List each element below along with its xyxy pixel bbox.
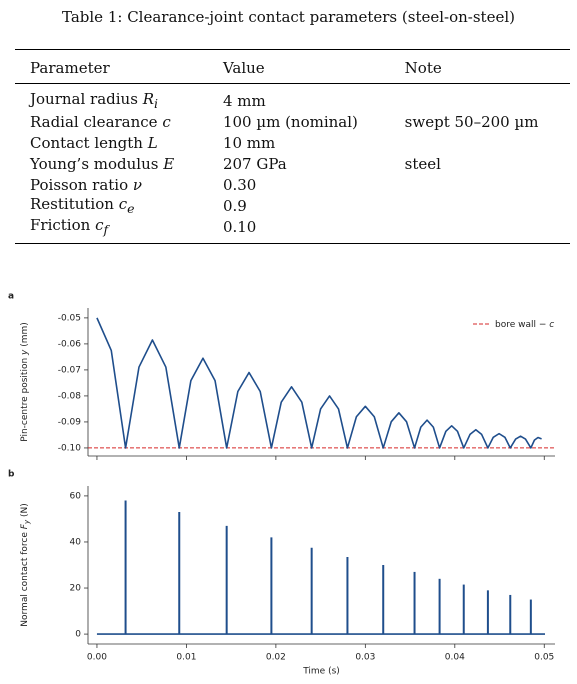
- y-tick-label: -0.07: [58, 365, 81, 375]
- y-tick-label: 20: [70, 584, 82, 594]
- parameter-cell: Radial clearance c: [15, 111, 208, 132]
- math-symbol: L: [147, 133, 158, 152]
- table-row: Young’s modulus E 207 GPa steel: [15, 153, 570, 174]
- y-tick-label: 40: [70, 537, 82, 547]
- line: [96, 317, 542, 449]
- x-tick-label: 0.02: [266, 653, 286, 663]
- x-tick-label: 0.01: [176, 653, 196, 663]
- parameter-cell: Journal radius Ri: [15, 84, 208, 111]
- math-symbol: c: [118, 195, 128, 213]
- column-header: Note: [389, 49, 570, 84]
- table-row: Radial clearance c 100 µm (nominal) swept …: [15, 111, 570, 132]
- table-caption: Table 1: Clearance-joint contact paramet…: [62, 8, 515, 26]
- table-row: Friction cf 0.10: [15, 216, 570, 244]
- value-cell: 4 mm: [222, 91, 266, 110]
- parameter-cell: Restitution ce: [15, 195, 208, 216]
- label-text: Radial clearance: [30, 112, 158, 131]
- value-cell: 0.9: [222, 196, 247, 215]
- note-cell: swept 50–200 µm: [404, 112, 539, 131]
- x-tick-label: 0.03: [355, 653, 375, 663]
- label-text: Journal radius: [30, 90, 138, 108]
- y-tick-label: 0: [75, 630, 81, 640]
- column-header: Parameter: [15, 49, 208, 84]
- note-cell: steel: [404, 154, 441, 173]
- math-subscript: e: [127, 201, 135, 216]
- panel-label: a: [8, 292, 14, 302]
- table-row: Restitution ce 0.9: [15, 195, 570, 216]
- value-cell: 0.10: [207, 216, 390, 244]
- x-tick-label: 0.00: [87, 653, 107, 663]
- label-text: Restitution: [30, 195, 114, 213]
- label-text: Pin-centre position: [20, 358, 30, 442]
- math-symbol: R: [142, 90, 154, 108]
- parameter-cell: Young’s modulus E: [15, 153, 208, 174]
- math-subscript: y: [23, 519, 31, 525]
- math-symbol: ν: [132, 175, 143, 194]
- x-tick-label: 0.04: [445, 653, 465, 663]
- math-subscript: f: [103, 222, 109, 237]
- label-text: Normal contact force: [20, 532, 30, 627]
- y-tick-label: 60: [70, 491, 82, 501]
- parameter-cell: Contact length L: [15, 132, 208, 153]
- table-row: Journal radius Ri 4 mm: [15, 84, 570, 111]
- parameter-cell: Friction cf: [15, 216, 208, 244]
- parameter-cell: Poisson ratio ν: [15, 174, 208, 195]
- table-row: Contact length L 10 mm: [15, 132, 570, 153]
- legend-label: bore wall − c: [495, 320, 554, 330]
- math-symbol: y: [20, 349, 30, 356]
- parameter-table: Parameter Value Note Journal radius Ri 4 mm R…: [15, 49, 570, 244]
- note-cell: [389, 216, 570, 244]
- unit: (N): [20, 503, 30, 520]
- y-tick-label: -0.09: [58, 417, 82, 427]
- label-text: Friction: [30, 216, 91, 234]
- column-header: Value: [207, 49, 390, 84]
- y-tick-label: -0.06: [58, 339, 82, 349]
- math-symbol: F: [20, 523, 30, 529]
- y-tick-label: -0.05: [58, 313, 81, 323]
- value-cell: 100 µm (nominal): [222, 112, 358, 131]
- value-cell: 10 mm: [222, 133, 276, 152]
- math-subscript: i: [154, 96, 158, 111]
- label-text: bore wall −: [495, 320, 546, 330]
- y-tick-label: -0.10: [58, 443, 82, 453]
- y-axis-label: Pin-centre position y (mm): [20, 322, 30, 442]
- math-symbol: c: [549, 320, 554, 330]
- value-cell: 207 GPa: [222, 154, 287, 173]
- panel-label: b: [8, 470, 15, 480]
- math-symbol: E: [163, 154, 175, 173]
- label-text: Contact length: [30, 133, 143, 152]
- label-text: Poisson ratio: [30, 175, 129, 194]
- label-text: Young’s modulus: [30, 154, 159, 173]
- table-row: Poisson ratio ν 0.30: [15, 174, 570, 195]
- value-cell: 0.30: [222, 175, 257, 194]
- x-axis-label: Time (s): [302, 667, 340, 677]
- y-axis-label: Normal contact force Fy (N): [20, 503, 32, 626]
- y-tick-label: -0.08: [58, 391, 82, 401]
- math-symbol: c: [95, 216, 104, 234]
- x-tick-label: 0.05: [534, 653, 554, 663]
- math-symbol: c: [162, 112, 171, 131]
- unit: (mm): [20, 322, 30, 349]
